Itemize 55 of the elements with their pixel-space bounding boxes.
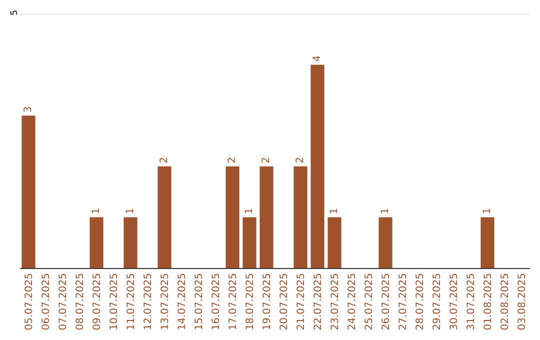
bar: [226, 166, 240, 268]
x-tick-label: 16.07.2025: [210, 273, 222, 330]
x-tick-label: 02.08.2025: [500, 273, 511, 330]
bar: [378, 217, 392, 268]
data-label: 1: [329, 208, 340, 214]
x-tick-label: 14.07.2025: [176, 273, 188, 330]
data-label: 1: [380, 208, 391, 214]
data-label: 2: [159, 157, 170, 164]
x-tick-label: 30.07.2025: [448, 273, 460, 330]
x-tick-label: 01.08.2025: [482, 273, 494, 330]
bar: [158, 166, 172, 268]
x-tick-label: 15.07.2025: [194, 273, 205, 330]
x-tick-label: 08.07.2025: [74, 273, 86, 330]
data-label: 1: [244, 208, 255, 214]
bar: [242, 217, 256, 268]
bar: [480, 217, 494, 268]
bar: [260, 166, 274, 268]
data-label: 4: [312, 55, 323, 62]
x-tick-label: 26.07.2025: [380, 273, 392, 330]
x-tick-label: 29.07.2025: [432, 273, 443, 330]
y-tick-label: 5: [10, 10, 20, 16]
x-tick-label: 07.07.2025: [58, 273, 69, 330]
data-label: 2: [295, 157, 306, 164]
x-tick-label: 23.07.2025: [330, 273, 341, 330]
x-tick-label: 11.07.2025: [126, 273, 137, 330]
bar: [22, 116, 36, 268]
bar: [90, 217, 104, 268]
data-label: 3: [23, 106, 34, 113]
bar: [294, 166, 308, 268]
x-tick-label: 18.07.2025: [244, 273, 256, 330]
x-tick-label: 27.07.2025: [398, 273, 409, 330]
x-tick-label: 28.07.2025: [414, 273, 426, 330]
bar: [328, 217, 342, 268]
data-label: 1: [125, 208, 136, 214]
x-tick-label: 03.08.2025: [516, 273, 528, 330]
x-tick-label: 25.07.2025: [364, 273, 375, 330]
data-label: 1: [91, 208, 102, 214]
x-tick-label: 22.07.2025: [312, 273, 324, 330]
x-tick-label: 09.07.2025: [92, 273, 103, 330]
x-tick-label: 13.07.2025: [160, 273, 171, 330]
bar: [310, 64, 324, 268]
x-tick-label: 31.07.2025: [466, 273, 477, 330]
data-label: 2: [261, 157, 272, 164]
x-tick-label: 21.07.2025: [296, 273, 307, 330]
data-label: 1: [482, 208, 493, 214]
x-tick-label: 05.07.2025: [24, 273, 35, 330]
x-tick-label: 20.07.2025: [278, 273, 290, 330]
x-tick-label: 17.07.2025: [228, 273, 239, 330]
data-label: 2: [227, 157, 238, 164]
x-tick-label: 24.07.2025: [346, 273, 358, 330]
bar: [124, 217, 138, 268]
x-tick-label: 19.07.2025: [262, 273, 273, 330]
x-tick-label: 10.07.2025: [108, 273, 120, 330]
x-tick-label: 12.07.2025: [142, 273, 154, 330]
x-tick-label: 06.07.2025: [40, 273, 52, 330]
